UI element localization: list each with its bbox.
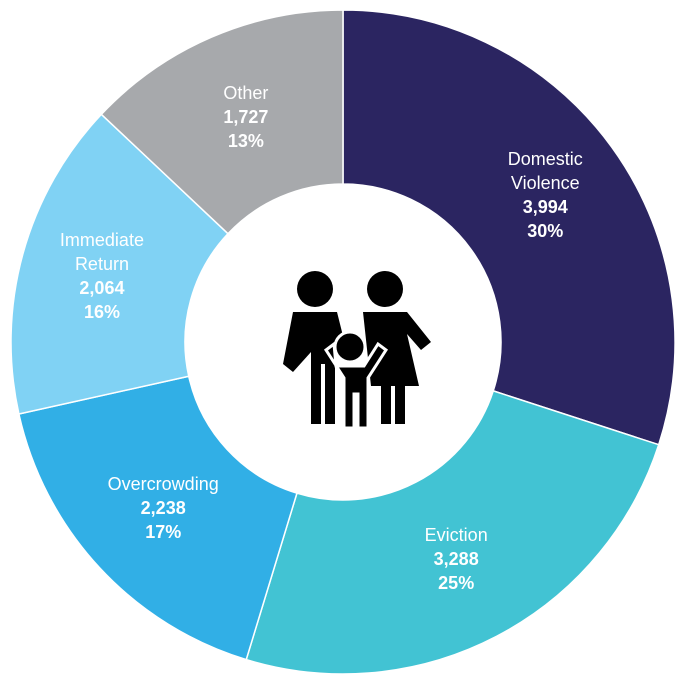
category-label: Overcrowding: [107, 474, 219, 495]
slice: [100, 9, 344, 235]
slice-label: Other 1,727 13%: [176, 81, 316, 153]
slice: [342, 9, 676, 446]
category-label: Domestic Violence: [507, 149, 583, 194]
value-label: 3,288: [433, 549, 479, 570]
percent-label: 25%: [438, 573, 475, 594]
slice-label: Immediate Return 2,064 16%: [42, 228, 162, 324]
value-label: 3,994: [522, 197, 568, 218]
percent-label: 13%: [227, 131, 264, 152]
slice-label: Overcrowding 2,238 17%: [83, 472, 243, 544]
slice-label: Eviction 3,288 25%: [386, 523, 526, 595]
category-label: Eviction: [424, 525, 488, 546]
slice: [245, 389, 660, 675]
category-label: Immediate Return: [59, 229, 144, 274]
value-label: 2,064: [79, 277, 125, 298]
percent-label: 16%: [83, 301, 120, 322]
slice: [18, 375, 298, 661]
slice: [10, 113, 230, 415]
percent-label: 17%: [145, 522, 182, 543]
value-label: 1,727: [223, 107, 269, 128]
category-label: Other: [223, 83, 269, 104]
family-icon: [283, 271, 431, 430]
slices: [10, 9, 676, 675]
slice-label: Domestic Violence 3,994 30%: [485, 147, 605, 243]
value-label: 2,238: [140, 498, 186, 519]
percent-label: 30%: [527, 221, 564, 242]
